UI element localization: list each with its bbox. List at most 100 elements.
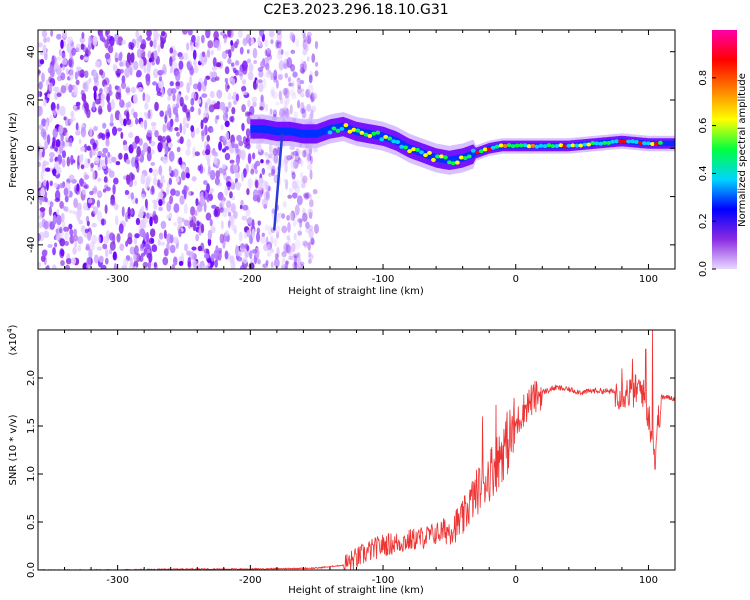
- noise-speck: [297, 159, 304, 164]
- ridge-peak: [446, 160, 452, 165]
- noise-speck: [164, 114, 168, 124]
- noise-speck: [119, 99, 125, 108]
- noise-speck: [56, 33, 62, 40]
- noise-speck: [70, 154, 74, 166]
- noise-speck: [254, 169, 258, 175]
- noise-speck: [210, 49, 214, 56]
- noise-speck: [264, 47, 271, 52]
- noise-speck: [140, 121, 144, 128]
- noise-speck: [102, 147, 109, 154]
- noise-speck: [136, 69, 142, 78]
- noise-speck: [246, 58, 252, 64]
- noise-speck: [114, 85, 119, 91]
- noise-speck: [54, 61, 59, 69]
- noise-speck: [102, 122, 107, 129]
- noise-speck: [231, 107, 236, 115]
- colorbar-tick-label: 0.2: [698, 213, 709, 229]
- noise-speck: [294, 153, 300, 163]
- noise-speck: [190, 97, 195, 106]
- noise-speck: [104, 204, 108, 214]
- noise-speck: [213, 151, 219, 157]
- noise-speck: [60, 249, 65, 257]
- noise-speck: [64, 206, 69, 213]
- noise-speck: [135, 197, 139, 205]
- noise-speck: [87, 198, 93, 204]
- noise-speck: [82, 82, 87, 90]
- noise-speck: [51, 109, 57, 116]
- noise-speck: [251, 96, 258, 103]
- noise-speck: [220, 124, 224, 131]
- noise-speck: [38, 105, 43, 117]
- ridge-peak: [343, 123, 349, 128]
- noise-speck: [191, 34, 196, 43]
- ridge-core: [250, 122, 675, 165]
- noise-speck: [136, 145, 141, 157]
- noise-speck: [310, 237, 315, 246]
- noise-speck: [273, 69, 278, 81]
- noise-speck: [205, 30, 211, 39]
- ridge-peak: [431, 157, 436, 162]
- ridge-peak: [395, 139, 401, 144]
- noise-speck: [78, 138, 82, 145]
- noise-speck: [231, 224, 237, 231]
- noise-speck: [89, 148, 93, 159]
- noise-speck: [227, 58, 232, 65]
- noise-speck: [60, 72, 66, 81]
- noise-speck: [38, 180, 42, 188]
- noise-speck: [220, 196, 226, 202]
- noise-speck: [53, 182, 58, 188]
- noise-speck: [306, 103, 312, 112]
- noise-speck: [116, 72, 121, 78]
- noise-speck: [293, 255, 298, 267]
- noise-speck: [146, 36, 152, 41]
- ridge-peak: [654, 141, 659, 146]
- ridge-peak: [335, 128, 341, 133]
- noise-speck: [257, 220, 262, 226]
- noise-speck: [105, 138, 110, 147]
- noise-speck: [297, 99, 301, 109]
- noise-speck: [229, 255, 235, 264]
- y-ticks: 0.0 0.5 1.0 1.5 2.0: [26, 370, 675, 578]
- noise-speck: [145, 231, 150, 243]
- noise-speck: [265, 69, 271, 79]
- noise-speck: [126, 174, 131, 185]
- noise-speck: [64, 195, 69, 203]
- noise-speck: [205, 212, 212, 221]
- noise-speck: [58, 48, 62, 57]
- noise-speck: [80, 43, 85, 50]
- noise-speck: [130, 192, 135, 200]
- noise-speck: [265, 259, 269, 266]
- noise-speck: [313, 147, 318, 153]
- noise-speck: [150, 238, 155, 244]
- noise-speck: [198, 227, 202, 236]
- noise-speck: [214, 259, 218, 268]
- noise-speck: [163, 229, 167, 239]
- x-tick-label: 100: [639, 274, 658, 285]
- noise-speck: [62, 30, 68, 39]
- noise-speck: [55, 214, 62, 226]
- noise-speck: [40, 170, 44, 181]
- noise-speck: [295, 148, 300, 157]
- noise-speck: [64, 230, 69, 241]
- noise-speck: [308, 251, 312, 258]
- ridge-peak: [586, 142, 592, 147]
- noise-speck: [180, 170, 186, 181]
- noise-speck: [288, 250, 294, 260]
- noise-speck: [299, 218, 303, 229]
- noise-speck: [275, 231, 280, 239]
- noise-speck: [221, 163, 226, 170]
- noise-speck: [140, 43, 146, 50]
- noise-speck: [131, 173, 136, 181]
- noise-speck: [292, 71, 298, 78]
- noise-speck: [276, 40, 283, 45]
- colorbar-tick-label: 0.4: [698, 165, 709, 181]
- noise-speck: [256, 227, 261, 234]
- noise-speck: [116, 39, 120, 45]
- noise-speck: [99, 32, 104, 42]
- noise-speck: [177, 94, 181, 100]
- noise-speck: [107, 168, 112, 173]
- noise-speck: [166, 214, 171, 219]
- ridge-peak: [522, 143, 528, 148]
- noise-speck: [148, 167, 153, 173]
- noise-speck: [60, 39, 64, 50]
